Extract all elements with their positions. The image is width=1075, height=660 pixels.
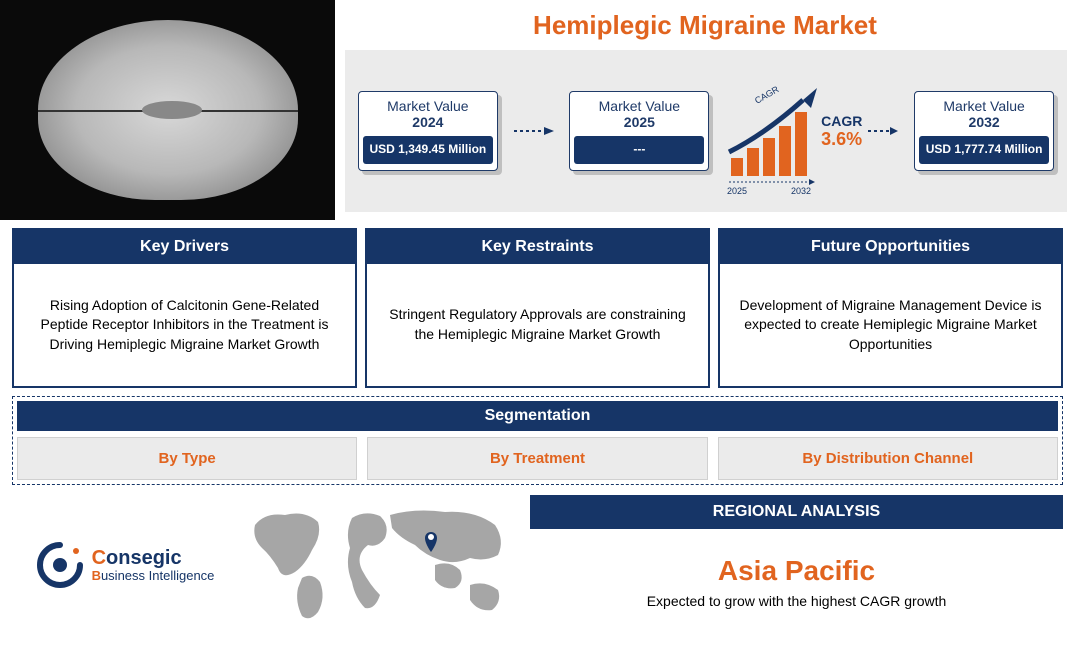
regional-analysis-panel: REGIONAL ANALYSIS Asia Pacific Expected …	[530, 495, 1075, 635]
logo-icon	[36, 541, 84, 589]
world-map-icon	[230, 495, 530, 635]
card-header: Key Restraints	[367, 230, 708, 264]
key-drivers-card: Key Drivers Rising Adoption of Calcitoni…	[12, 228, 357, 388]
logo-area: Consegic Business Intelligence	[0, 495, 230, 635]
mv-label: Market Value	[919, 98, 1049, 114]
card-body: Stringent Regulatory Approvals are const…	[367, 264, 708, 386]
brain-shape	[38, 20, 298, 200]
cagr-text: CAGR 3.6%	[821, 113, 862, 150]
market-value-card-2032: Market Value 2032 USD 1,777.74 Million	[914, 91, 1054, 171]
bottom-row: Consegic Business Intelligence	[0, 495, 1075, 635]
future-opportunities-card: Future Opportunities Development of Migr…	[718, 228, 1063, 388]
segmentation-header: Segmentation	[17, 401, 1058, 431]
mv-value: USD 1,349.45 Million	[363, 136, 493, 164]
dotted-arrow-icon	[868, 125, 898, 137]
mv-label: Market Value	[363, 98, 493, 114]
logo-text: Consegic Business Intelligence	[92, 547, 215, 583]
cagr-block: CAGR 2025 2032 CAGR 3.6%	[725, 86, 898, 176]
card-header: Key Drivers	[14, 230, 355, 264]
market-value-card-2025: Market Value 2025 ---	[569, 91, 709, 171]
dotted-arrow-icon	[514, 125, 554, 137]
segment-item-treatment: By Treatment	[367, 437, 707, 480]
card-body: Rising Adoption of Calcitonin Gene-Relat…	[14, 264, 355, 386]
cagr-value: 3.6%	[821, 129, 862, 150]
mv-label: Market Value	[574, 98, 704, 114]
key-restraints-card: Key Restraints Stringent Regulatory Appr…	[365, 228, 710, 388]
page-title: Hemiplegic Migraine Market	[335, 0, 1075, 50]
market-value-card-2024: Market Value 2024 USD 1,349.45 Million	[358, 91, 498, 171]
segment-item-distribution: By Distribution Channel	[718, 437, 1058, 480]
cagr-label: CAGR	[821, 113, 862, 129]
mv-year: 2032	[919, 114, 1049, 130]
drivers-restraints-row: Key Drivers Rising Adoption of Calcitoni…	[8, 228, 1067, 388]
svg-text:CAGR: CAGR	[753, 86, 781, 106]
consegic-logo: Consegic Business Intelligence	[36, 541, 215, 589]
mv-year: 2024	[363, 114, 493, 130]
cagr-chart-icon: CAGR 2025 2032	[725, 86, 815, 176]
mv-value: ---	[574, 136, 704, 164]
logo-line2-accent: B	[92, 568, 101, 583]
market-values-row: Market Value 2024 USD 1,349.45 Million M…	[345, 50, 1067, 212]
mv-value: USD 1,777.74 Million	[919, 136, 1049, 164]
logo-line1-accent: C	[92, 547, 106, 569]
logo-line2-rest: usiness Intelligence	[101, 568, 214, 583]
svg-text:2025: 2025	[727, 186, 747, 196]
svg-text:2032: 2032	[791, 186, 811, 196]
top-right-panel: Hemiplegic Migraine Market Market Value …	[335, 0, 1075, 220]
segmentation-panel: Segmentation By Type By Treatment By Dis…	[12, 396, 1063, 485]
logo-line1-rest: onsegic	[106, 547, 182, 569]
mv-year: 2025	[574, 114, 704, 130]
regional-subtitle: Expected to grow with the highest CAGR g…	[647, 593, 947, 609]
card-body: Development of Migraine Management Devic…	[720, 264, 1061, 386]
regional-region-name: Asia Pacific	[718, 555, 875, 587]
regional-body: Asia Pacific Expected to grow with the h…	[530, 529, 1063, 635]
segmentation-row: By Type By Treatment By Distribution Cha…	[17, 437, 1058, 480]
brain-scan-image	[0, 0, 335, 220]
regional-header: REGIONAL ANALYSIS	[530, 495, 1063, 529]
card-header: Future Opportunities	[720, 230, 1061, 264]
segment-item-type: By Type	[17, 437, 357, 480]
top-row: Hemiplegic Migraine Market Market Value …	[0, 0, 1075, 220]
